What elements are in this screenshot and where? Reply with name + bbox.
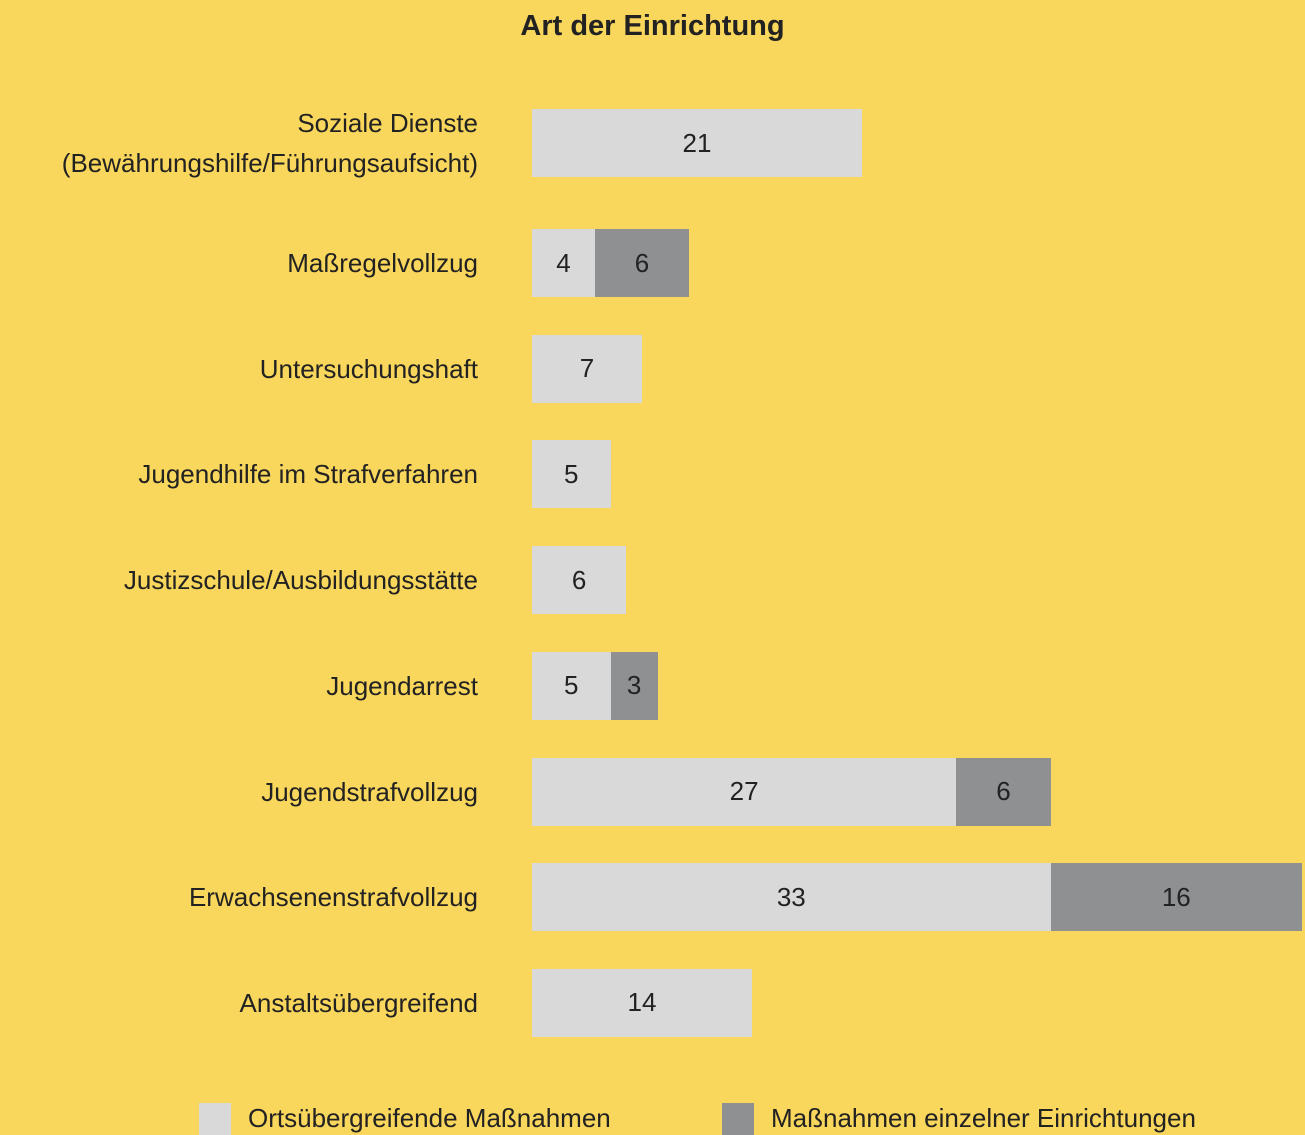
value-label: 7 [579, 353, 595, 384]
value-label: 21 [682, 127, 712, 158]
value-label: 5 [564, 458, 579, 489]
category-label: Jugendarrest [326, 670, 478, 701]
bar: 4 [532, 229, 595, 297]
bar: 14 [532, 968, 752, 1037]
value-label: 27 [729, 776, 759, 806]
bar: 5 [532, 440, 611, 509]
category-label: Justizschule/Ausbildungsstätte [123, 565, 478, 596]
value-label: 3 [626, 670, 642, 701]
value-label: 6 [996, 776, 1011, 806]
chart-title: Art der Einrichtung [520, 10, 785, 42]
value-label: 4 [556, 247, 571, 278]
bar: 33 [532, 863, 1051, 932]
category-label: Untersuchungshaft [259, 353, 478, 384]
bar: 5 [532, 651, 611, 720]
value-label: 33 [776, 881, 806, 912]
bar: 21 [532, 109, 862, 177]
bar: 6 [956, 757, 1051, 826]
value-label: 5 [564, 670, 579, 701]
bar: 3 [610, 651, 658, 720]
category-label: Jugendstrafvollzug [261, 776, 478, 807]
bar: 27 [532, 757, 957, 826]
category-label: Anstaltsübergreifend [239, 987, 478, 1018]
bar: 6 [594, 229, 690, 297]
category-label: Jugendhilfe im Strafverfahren [138, 459, 478, 490]
bar: 16 [1050, 863, 1302, 932]
legend-swatch [722, 1103, 754, 1135]
value-label: 14 [627, 987, 657, 1018]
legend-label: Maßnahmen einzelner Einrichtungen [771, 1103, 1196, 1133]
value-label: 16 [1161, 881, 1191, 912]
category-label: Erwachsenenstrafvollzug [188, 882, 478, 913]
bar: 7 [532, 334, 642, 403]
legend-label: Ortsübergreifende Maßnahmen [248, 1103, 611, 1133]
category-label: Maßregelvollzug [287, 248, 478, 278]
bar: 6 [532, 546, 627, 615]
value-label: 6 [571, 564, 587, 595]
value-label: 6 [634, 247, 650, 278]
legend-swatch [199, 1103, 231, 1135]
category-label: Soziale Dienste (Bewährungshilfe/Führung… [61, 108, 478, 178]
